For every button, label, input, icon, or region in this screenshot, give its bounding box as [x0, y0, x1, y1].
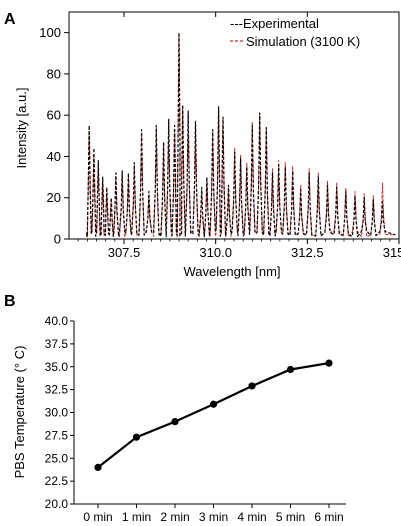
panel-b-temperature-chart: B PBS Temperature (° C) 20.0 22.5 25.0 27.5…	[4, 293, 346, 524]
panel-a-x-tick-labels: 307.5 310.0 312.5 315.0	[108, 245, 401, 260]
panel-a-series-group	[85, 32, 396, 238]
panel-a-x-tick-label: 310.0	[199, 245, 232, 260]
series-line-simulation	[86, 34, 396, 238]
panel-a-plot-frame	[68, 11, 400, 240]
panel-a-y-axis-title: Intensity [a.u.]	[14, 88, 29, 169]
panel-a-legend: ---Experimental Simulation (3100 K)	[230, 16, 360, 49]
panel-a-y-tick-label: 0	[54, 232, 61, 247]
temperature-point	[209, 400, 218, 408]
temperature-point	[94, 463, 102, 471]
panel-b-y-tick-labels: 20.0 22.5 25.0 27.5 30.0 32.5 35.0 37.5 40.0	[45, 314, 69, 511]
temperature-point	[132, 433, 141, 441]
panel-a-letter: A	[4, 11, 16, 28]
panel-a-y-tick-labels: 0 20 40 60 80 100	[39, 25, 61, 246]
panel-a-y-tick-label: 60	[47, 108, 61, 123]
panel-a-x-axis-title: Wavelength [nm]	[183, 264, 280, 279]
panel-b-series-group	[94, 359, 333, 471]
panel-a-x-tick-label: 312.5	[291, 245, 324, 260]
legend-entry-experimental: ---Experimental	[230, 16, 319, 31]
temperature-point	[286, 365, 295, 374]
panel-a-x-tick-label: 307.5	[108, 245, 141, 260]
panel-b-x-tick-label: 5 min	[276, 510, 305, 524]
panel-b-x-tick-labels: 0 min 1 min 2 min 3 min 4 min 5 min 6 min	[83, 510, 343, 524]
panel-b-y-tick-label: 25.0	[45, 451, 69, 465]
panel-b-y-tick-label: 35.0	[45, 360, 69, 374]
temperature-point	[171, 418, 179, 426]
panel-b-x-tick-label: 4 min	[237, 510, 266, 524]
panel-b-y-tick-label: 40.0	[45, 314, 69, 328]
legend-entry-simulation: Simulation (3100 K)	[246, 34, 360, 49]
panel-a-y-tick-label: 40	[47, 149, 61, 164]
panel-a-y-tick-label: 80	[47, 66, 61, 81]
series-line-experimental	[85, 32, 396, 238]
temperature-line	[97, 362, 330, 469]
panel-b-x-tick-label: 3 min	[199, 510, 228, 524]
panel-b-x-tick-label: 1 min	[122, 510, 151, 524]
panel-b-x-tick-label: 0 min	[83, 510, 112, 524]
panel-b-x-tick-label: 2 min	[160, 510, 189, 524]
panel-a-y-tick-label: 20	[47, 190, 61, 205]
panel-a-x-tick-label: 315.0	[383, 245, 401, 260]
panel-b-y-tick-label: 37.5	[45, 337, 69, 351]
panel-b-x-tick-label: 6 min	[314, 510, 343, 524]
panel-b-letter: B	[4, 293, 16, 310]
panel-b-y-tick-label: 20.0	[45, 497, 69, 511]
panel-b-y-axis-title: PBS Temperature (° C)	[12, 346, 27, 479]
temperature-point	[325, 359, 333, 367]
panel-b-y-tick-label: 30.0	[45, 406, 69, 420]
panel-b-y-tick-label: 32.5	[45, 383, 69, 397]
temperature-point	[248, 382, 256, 390]
panel-b-axis-ticks	[70, 320, 330, 508]
panel-b-y-tick-label: 22.5	[45, 474, 69, 488]
panel-b-y-tick-label: 27.5	[45, 428, 69, 442]
panel-a-spectrum-chart: A Intensity [a.u.] Wavelength [nm] 307.5…	[4, 11, 401, 279]
panel-a-y-tick-label: 100	[39, 25, 61, 40]
